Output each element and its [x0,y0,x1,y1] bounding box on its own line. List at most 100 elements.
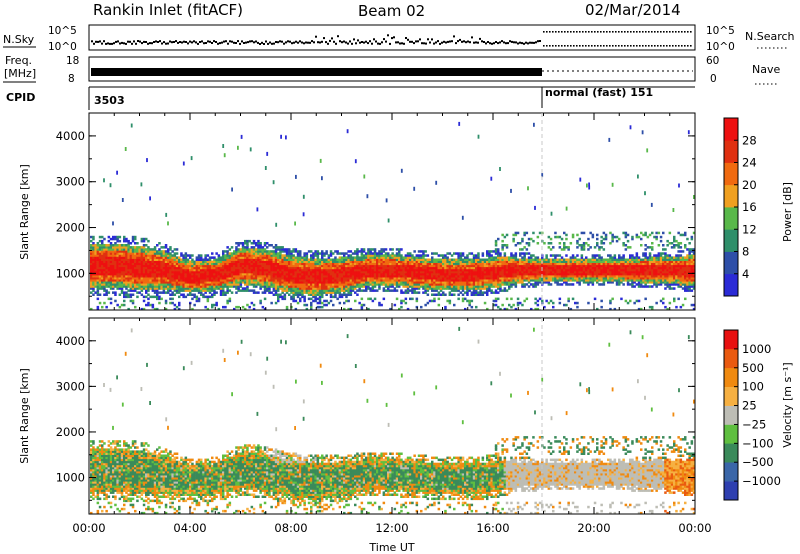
power-cell [327,262,331,266]
power-cell [145,275,148,278]
power-cell [105,291,108,294]
power-cell [151,262,155,266]
power-cell [382,279,386,282]
power-cell [189,264,192,268]
power-cell [167,250,170,253]
power-cell [153,295,157,299]
power-cell [241,268,245,272]
power-cell [114,260,117,263]
nsky-point [576,45,578,47]
power-cell [114,266,117,270]
power-cell [334,285,337,288]
power-cell [514,244,518,247]
power-cell [261,266,265,270]
nsky-point [457,40,459,43]
power-cell [347,291,350,294]
power-cell [92,277,95,280]
power-cell [171,293,174,296]
power-cell [186,277,190,280]
power-cell [191,307,194,311]
power-cell [222,305,225,309]
power-cell [347,254,350,257]
power-cell [494,289,498,292]
power-cell [334,293,337,296]
power-cell [182,281,185,284]
power-cell [151,281,155,284]
power-cell [404,264,408,268]
power-cell [321,254,324,257]
nsky-point [121,41,123,44]
power-cell [151,268,155,272]
power-cell [329,264,333,268]
power-cell [118,256,122,259]
power-cell [367,254,370,257]
power-cell [272,268,276,272]
power-cell [310,293,313,296]
power-cell [239,248,243,251]
power-cell [358,266,361,270]
power-cell [356,258,359,261]
power-cell [356,268,359,272]
power-cell [316,250,320,253]
nsky-point [417,40,419,43]
power-cell [241,260,245,263]
power-cell [299,279,302,282]
power-cell [160,272,163,276]
power-cell [208,291,212,294]
power-cell [222,268,225,272]
nsky-point [225,40,227,43]
power-cell [314,270,317,274]
power-cell [327,260,331,263]
power-cell [398,279,401,282]
power-cell [325,270,328,274]
power-cell [149,256,152,259]
power-cell [305,289,309,292]
power-cell [252,262,256,266]
power-cell [277,297,280,301]
power-cell [96,254,100,257]
power-cell [400,281,403,284]
power-cell [145,281,148,284]
power-cell [268,283,271,286]
power-cell [536,299,540,303]
power-cell [151,266,155,270]
power-cell [233,277,236,280]
power-cell [233,250,236,253]
nsky-point [103,40,105,43]
power-cell [290,272,293,276]
power-cell [380,270,383,274]
power-cell [279,279,282,282]
power-cell [365,268,368,272]
nsky-point [463,40,465,43]
power-cell [380,248,383,251]
power-cell [167,270,170,274]
power-cell [340,283,344,286]
power-cell [101,239,104,243]
power-cell [151,283,155,286]
nsky-point [523,42,525,45]
power-cell [318,252,322,255]
power-cell [296,270,300,274]
power-cell [325,287,328,290]
power-cell [147,268,150,272]
power-cell [215,303,218,307]
power-cell [428,258,432,261]
power-cell [255,291,258,294]
power-cell [316,301,320,305]
power-cell [270,254,273,257]
power-cell [279,266,282,270]
power-cell [323,285,326,288]
power-cell [136,248,139,251]
power-cell [228,268,232,272]
nsky-point [207,40,209,43]
power-cell [281,246,284,249]
power-cell [290,275,293,278]
power-cell [292,283,295,286]
nsky-point [499,41,501,44]
power-cell [400,260,403,263]
power-cell [226,287,229,290]
power-cell [158,272,161,276]
power-cell [312,283,315,286]
power-cell [336,283,339,286]
power-cell [118,246,122,249]
